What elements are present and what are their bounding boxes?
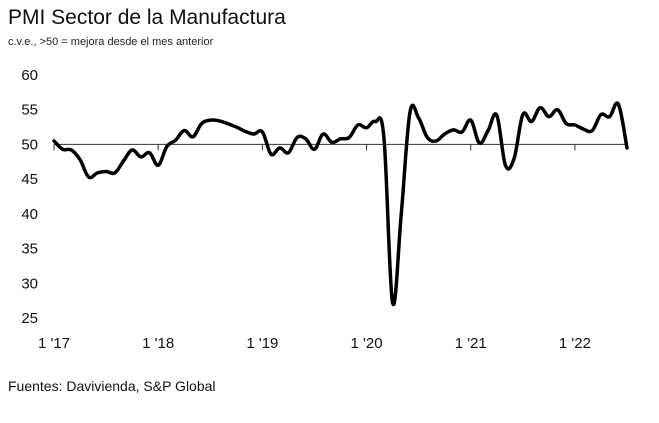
chart-title: PMI Sector de la Manufactura <box>8 6 286 29</box>
y-axis: 25 30 35 40 45 50 55 60 <box>21 67 38 327</box>
y-tick-label: 30 <box>21 275 38 292</box>
x-tick-label: 1 '19 <box>246 335 278 352</box>
series-line-pmi <box>52 101 629 307</box>
x-tick-label: 1 '18 <box>142 335 174 352</box>
chart-subtitle: c.v.e., >50 = mejora desde el mes anteri… <box>8 36 214 48</box>
y-tick-label: 45 <box>21 171 38 188</box>
y-tick-label: 60 <box>21 67 38 84</box>
x-tick-label: 1 '17 <box>38 335 70 352</box>
y-tick-label: 35 <box>21 241 38 258</box>
x-tick-label: 1 '20 <box>351 335 383 352</box>
x-tick-label: 1 '21 <box>455 335 487 352</box>
y-tick-label: 40 <box>21 206 38 223</box>
y-tick-label: 55 <box>21 102 38 119</box>
y-tick-label: 50 <box>21 136 38 153</box>
x-axis: 1 '17 1 '18 1 '19 1 '20 1 '21 1 '22 <box>38 144 591 352</box>
chart-source: Fuentes: Davivienda, S&P Global <box>8 378 216 394</box>
x-tick-label: 1 '22 <box>559 335 591 352</box>
y-tick-label: 25 <box>21 310 38 327</box>
